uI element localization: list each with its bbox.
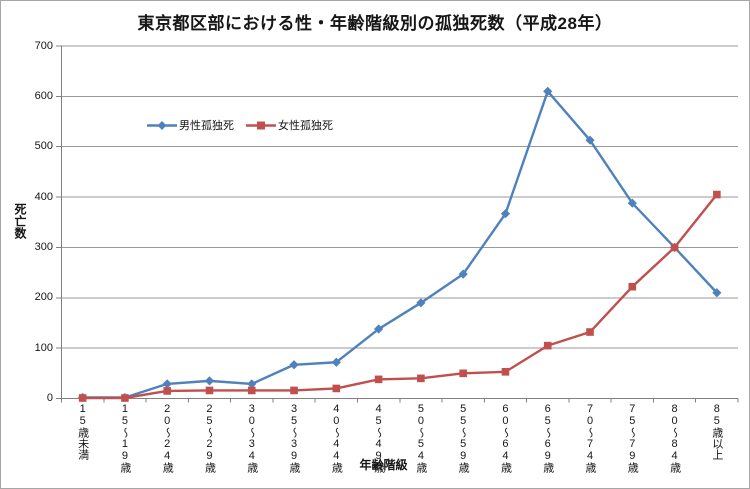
data-point-male: [374, 324, 384, 334]
data-point-male: [500, 209, 511, 219]
y-axis-tick-label: 300: [34, 240, 53, 253]
data-point-male: [247, 379, 257, 389]
data-point-male: [627, 198, 637, 208]
legend-item-female: 女性孤独死: [246, 117, 333, 133]
data-point-male: [204, 376, 215, 386]
x-axis-category-label: 15歳未満: [76, 403, 89, 460]
male-series-marker-icon: [147, 120, 177, 130]
x-axis-category-label: 75～79歳: [626, 403, 639, 473]
data-point-male: [162, 379, 172, 389]
chart-title: 東京都区部における性・年齢階級別の孤独死数（平成28年）: [137, 14, 613, 33]
legend-item-male: 男性孤独死: [147, 117, 234, 133]
y-axis-tick-label: 500: [34, 140, 53, 153]
x-axis-category-label: 20～24歳: [161, 403, 174, 473]
data-point-female: [121, 394, 129, 402]
data-point-female: [713, 190, 721, 199]
data-point-female: [332, 384, 341, 393]
data-point-female: [205, 386, 214, 395]
data-point-male: [543, 86, 553, 96]
x-axis-category-label: 30～34歳: [245, 403, 258, 473]
series-line-female: [81, 193, 719, 400]
x-axis-category-label: 25～29歳: [203, 403, 216, 473]
data-point-male: [458, 269, 468, 279]
data-point-female: [374, 375, 383, 384]
y-axis-tick-label: 600: [34, 89, 53, 102]
data-point-male: [416, 298, 426, 308]
y-axis-tick-label: 100: [34, 341, 53, 354]
data-point-male: [585, 135, 595, 145]
data-point-female: [78, 394, 87, 402]
y-axis-tick-label: 200: [34, 291, 53, 304]
y-axis-tick-label: 0: [46, 392, 53, 404]
x-axis-category-label: 15～19歳: [118, 403, 131, 473]
x-axis-category-label: 40～44歳: [330, 403, 343, 473]
x-axis-title: 年齢階級: [359, 458, 408, 472]
x-axis-category-label: 35～39歳: [288, 403, 301, 473]
x-axis-category-label: 45～49歳: [372, 403, 385, 473]
data-point-female: [417, 374, 425, 383]
data-point-female: [501, 368, 510, 376]
x-axis-category-label: 50～54歳: [414, 403, 427, 473]
series-line-male: [81, 90, 719, 399]
data-point-female: [586, 328, 594, 336]
y-axis-tick-label: 700: [34, 39, 53, 52]
x-axis-category-label: 60～64歳: [499, 403, 512, 473]
data-point-female: [670, 243, 679, 252]
female-series-marker-icon: [246, 121, 276, 129]
data-point-male: [331, 357, 341, 367]
y-axis-tick-label: 400: [34, 190, 53, 203]
x-axis-category-label: 80～84歳: [668, 403, 681, 473]
y-axis-title: 死亡数: [13, 203, 27, 239]
data-point-female: [628, 282, 637, 291]
x-axis-category-label: 65～69歳: [541, 403, 554, 473]
data-point-male: [712, 288, 722, 298]
data-point-female: [247, 386, 256, 395]
x-axis-category-label: 70～74歳: [584, 403, 597, 473]
legend: 男性孤独死 女性孤独死: [147, 117, 333, 133]
data-point-female: [459, 369, 467, 378]
data-point-female: [290, 386, 298, 395]
data-point-male: [289, 360, 299, 370]
x-axis-category-label: 55～59歳: [457, 403, 470, 473]
data-point-female: [163, 387, 172, 395]
x-axis-category-label: 85歳以上: [710, 403, 723, 460]
data-point-female: [543, 341, 552, 350]
legend-label-female: 女性孤独死: [278, 120, 333, 132]
legend-label-male: 男性孤独死: [179, 120, 234, 132]
